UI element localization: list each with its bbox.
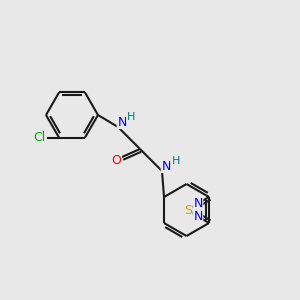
Text: H: H <box>172 156 180 166</box>
Text: N: N <box>193 197 203 210</box>
Text: N: N <box>161 160 171 172</box>
Text: H: H <box>127 112 135 122</box>
Text: O: O <box>111 154 121 167</box>
Text: N: N <box>117 116 127 128</box>
Text: S: S <box>184 203 192 217</box>
Text: Cl: Cl <box>33 131 45 144</box>
Text: N: N <box>193 210 203 223</box>
